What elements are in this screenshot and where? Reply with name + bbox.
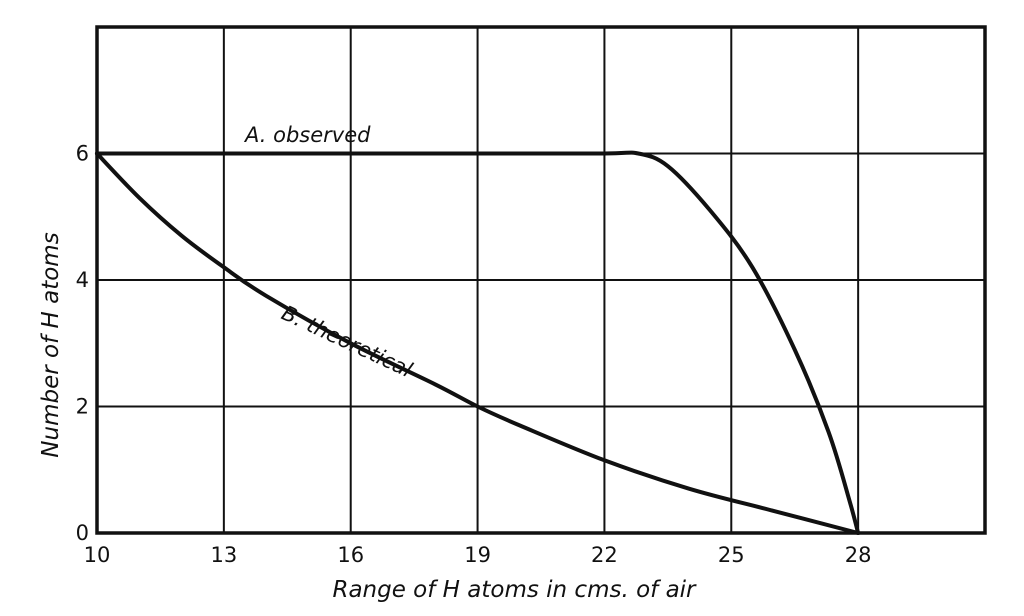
x-tick-label: 19 [464, 543, 491, 567]
y-tick-label: 2 [76, 395, 89, 419]
x-tick-label: 16 [337, 543, 364, 567]
x-tick-labels: 10 13 16 19 22 25 28 [84, 543, 872, 567]
x-tick-label: 22 [591, 543, 618, 567]
y-tick-label: 0 [76, 521, 89, 545]
theoretical-line [95, 151, 861, 535]
y-tick-labels: 0 2 4 6 [76, 142, 89, 546]
series-label-observed: A. observed [243, 123, 371, 147]
observed-line [95, 150, 861, 535]
y-tick-label: 4 [76, 268, 89, 292]
series-lines [95, 150, 861, 535]
x-tick-label: 13 [210, 543, 237, 567]
x-tick-label: 28 [845, 543, 872, 567]
x-tick-label: 10 [84, 543, 111, 567]
y-axis-label: Number of H atoms [38, 232, 64, 457]
x-tick-label: 25 [718, 543, 745, 567]
y-tick-label: 6 [76, 142, 89, 166]
grid-lines [97, 27, 985, 533]
x-axis-label: Range of H atoms in cms. of air [332, 577, 697, 603]
plot-frame [95, 25, 987, 535]
series-label-theoretical: B. theoretical [278, 301, 416, 382]
